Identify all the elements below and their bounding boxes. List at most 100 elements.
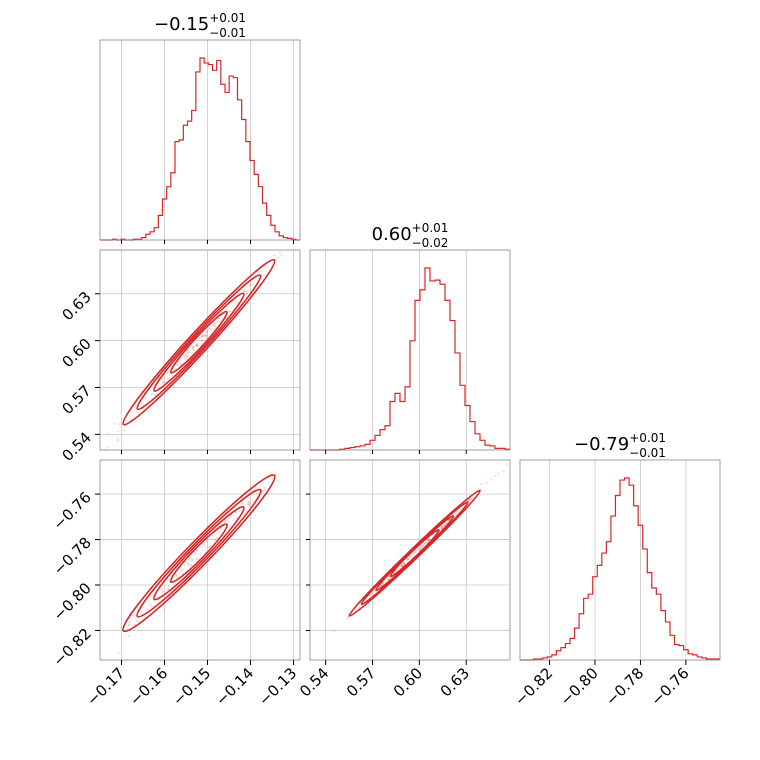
sample-point	[261, 490, 264, 493]
sample-point	[297, 231, 299, 233]
contours-layer	[122, 258, 481, 633]
sample-point	[154, 394, 157, 397]
sample-point	[135, 410, 138, 414]
sample-point	[175, 573, 178, 577]
contour-0-1-2	[153, 292, 245, 392]
sample-point	[201, 339, 205, 342]
sample-point	[150, 392, 153, 395]
contour-0-2-2	[153, 505, 245, 601]
sample-point	[291, 247, 293, 249]
sample-point	[145, 607, 148, 611]
sample-point	[205, 330, 208, 334]
sample-point	[173, 368, 176, 371]
samples-1-2	[332, 463, 508, 632]
sample-point	[150, 605, 154, 608]
sample-point	[423, 542, 426, 545]
sample-point	[213, 325, 216, 328]
sample-point	[493, 475, 496, 478]
x-tick-label: 0.60	[390, 664, 426, 700]
sample-point	[140, 607, 144, 610]
sample-point	[219, 527, 223, 530]
sample-point	[217, 317, 220, 320]
sample-point	[207, 545, 210, 549]
histograms-layer	[100, 57, 720, 661]
sample-point	[414, 551, 418, 555]
sample-point	[229, 514, 232, 518]
sample-point	[441, 526, 444, 529]
sample-point	[213, 321, 216, 325]
x-tick-label: 0.57	[343, 664, 379, 700]
sample-point	[251, 489, 254, 492]
sample-point	[182, 354, 186, 357]
sample-point	[480, 482, 483, 486]
sample-point	[423, 542, 426, 545]
titles-layer: −0.15+0.01 −0.01 0.60+0.01 −0.02 −0.79+0.01−…	[154, 11, 666, 460]
sample-point	[417, 547, 420, 550]
y-tick-label: −0.82	[50, 625, 95, 670]
sample-point	[243, 289, 246, 292]
sample-point	[188, 564, 191, 567]
sample-point	[215, 536, 219, 539]
sample-point	[242, 289, 245, 292]
sample-point	[261, 489, 264, 493]
sample-point	[223, 521, 226, 524]
sample-point	[421, 545, 424, 548]
sample-point	[443, 523, 447, 527]
sample-point	[186, 348, 189, 352]
sample-point	[245, 291, 249, 294]
sample-point	[160, 586, 163, 590]
sample-point	[129, 418, 132, 421]
x-tick-label: −0.16	[126, 664, 171, 709]
grid-layer	[100, 40, 687, 660]
sample-point	[166, 377, 169, 381]
sample-point	[139, 609, 142, 612]
sample-point	[202, 334, 205, 337]
panel-1-2	[309, 459, 511, 661]
sample-point	[206, 334, 209, 337]
x-tick-label: −0.14	[212, 664, 257, 709]
sample-point	[427, 538, 430, 541]
sample-point	[166, 370, 170, 374]
sample-point	[383, 580, 386, 583]
sample-point	[426, 539, 430, 543]
sample-point	[276, 480, 280, 483]
y-tick-label: −0.80	[50, 579, 95, 624]
sample-point	[369, 593, 372, 597]
y-tick-label: 0.54	[58, 428, 94, 464]
x-tick-label: −0.82	[511, 664, 556, 709]
sample-point	[174, 574, 178, 578]
sample-point	[147, 600, 150, 603]
sample-point	[414, 549, 417, 552]
sample-point	[131, 624, 134, 627]
sample-point	[490, 478, 493, 481]
sample-point	[176, 364, 180, 368]
sample-point	[107, 432, 110, 435]
sample-point	[128, 621, 131, 624]
sample-point	[411, 552, 414, 555]
sample-point	[266, 493, 269, 496]
contour-0-1-1	[136, 274, 262, 411]
x-tick-label: 0.54	[296, 664, 332, 700]
sample-point	[312, 432, 314, 434]
sample-point	[200, 335, 203, 339]
sample-point	[208, 545, 211, 548]
sample-point	[187, 563, 190, 566]
sample-point	[244, 290, 247, 293]
sample-point	[118, 423, 121, 426]
sample-point	[186, 355, 189, 358]
sample-point	[228, 310, 231, 313]
y-tick-label: 0.63	[58, 288, 94, 324]
sample-point	[261, 488, 264, 492]
sample-point	[303, 223, 305, 225]
sample-point	[248, 284, 251, 287]
sample-point	[317, 215, 319, 217]
sample-point	[141, 403, 145, 406]
sample-point	[407, 557, 410, 560]
sample-point	[161, 590, 164, 593]
sample-point	[180, 568, 183, 571]
contour-0-1-0	[122, 258, 276, 426]
sample-point	[142, 407, 145, 411]
sample-point	[127, 634, 130, 637]
sample-point	[505, 463, 508, 466]
sample-point	[204, 550, 207, 553]
